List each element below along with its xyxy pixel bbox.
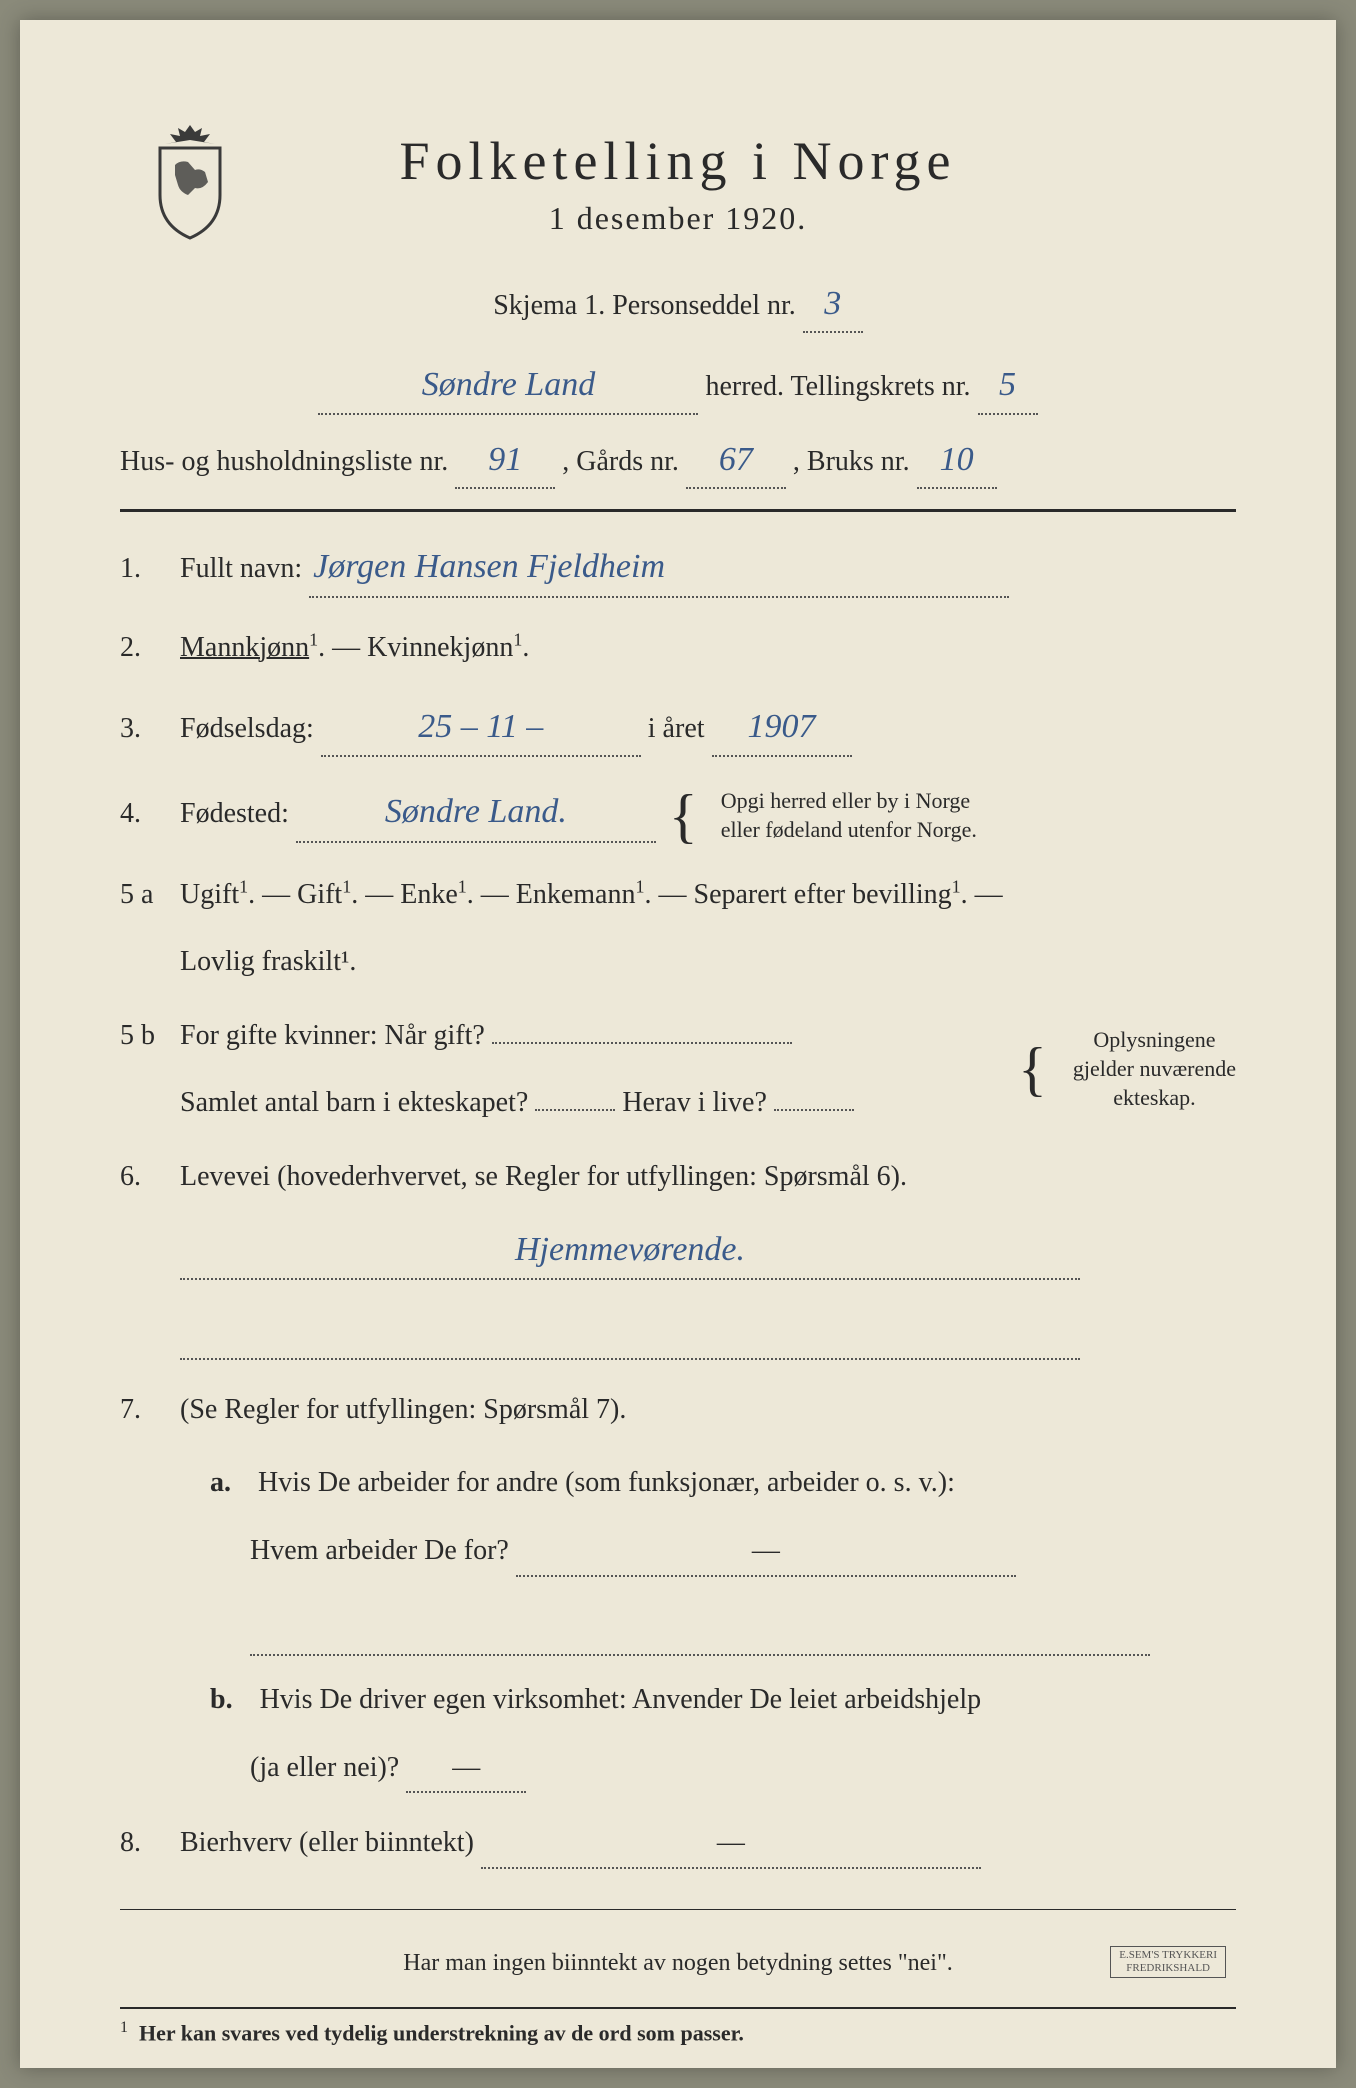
bruks-nr: 10 (917, 433, 997, 489)
q2-num: 2. (120, 624, 180, 672)
printer-mark: E.SEM'S TRYKKERIFREDRIKSHALD (1110, 1946, 1226, 1978)
schema-label: Skjema 1. Personseddel nr. (493, 290, 796, 321)
tellingskrets-nr: 5 (978, 358, 1038, 414)
question-4: 4. Fødested: Søndre Land. { Opgi herred … (120, 783, 1236, 844)
main-title: Folketelling i Norge (120, 130, 1236, 192)
q8-label: Bierhverv (eller biinntekt) (180, 1827, 474, 1858)
q7b-value: — (406, 1744, 526, 1794)
q5b-gift-value (492, 1042, 792, 1044)
q4-note-b: eller fødeland utenfor Norge. (721, 817, 977, 842)
hus-line: Hus- og husholdningsliste nr. 91 , Gårds… (120, 433, 1236, 489)
q1-num: 1. (120, 545, 180, 593)
question-1: 1. Fullt navn: Jørgen Hansen Fjeldheim (120, 538, 1236, 598)
q2-sep: . — Kvinnekjønn (318, 632, 513, 663)
question-7: 7. (Se Regler for utfyllingen: Spørsmål … (120, 1386, 1236, 1434)
q6-label: Levevei (hovederhvervet, se Regler for u… (180, 1161, 907, 1192)
question-8: 8. Bierhverv (eller biinntekt) — (120, 1819, 1236, 1869)
q8-value: — (481, 1819, 981, 1869)
q7a-blank (250, 1607, 1150, 1657)
q2-end: . (522, 632, 529, 663)
birthday-value: 25 – 11 – (321, 698, 641, 758)
subtitle: 1 desember 1920. (120, 200, 1236, 237)
q6-blank-line (180, 1310, 1080, 1360)
q5a-text: Ugift1. — Gift1. — Enke1. — Enkemann1. —… (180, 879, 1003, 910)
personseddel-nr: 3 (803, 277, 863, 333)
hus-nr: 91 (455, 433, 555, 489)
q4-num: 4. (120, 790, 180, 838)
full-name-value: Jørgen Hansen Fjeldheim (309, 538, 1009, 598)
q1-label: Fullt navn: (180, 553, 302, 584)
gards-nr: 67 (686, 433, 786, 489)
q5b-label1: For gifte kvinner: Når gift? (180, 1020, 485, 1051)
question-7a: a. Hvis De arbeider for andre (som funks… (210, 1459, 1236, 1656)
q7a-text1: Hvis De arbeider for andre (som funksjon… (258, 1467, 955, 1498)
question-7b: b. Hvis De driver egen virksomhet: Anven… (210, 1676, 1236, 1793)
q6-num: 6. (120, 1153, 180, 1201)
q4-note: Opgi herred eller by i Norge eller fødel… (721, 787, 977, 844)
schema-line: Skjema 1. Personseddel nr. 3 (120, 277, 1236, 333)
crest-svg (140, 120, 240, 240)
herred-line: Søndre Land herred. Tellingskrets nr. 5 (120, 358, 1236, 414)
q3-label: Fødselsdag: (180, 713, 314, 744)
footnote-text: Her kan svares ved tydelig understreknin… (139, 2020, 744, 2045)
q7b-label: b. (210, 1684, 233, 1715)
q2-male: Mannkjønn (180, 632, 309, 663)
occupation-value: Hjemmevørende. (180, 1221, 1080, 1281)
question-6: 6. Levevei (hovederhvervet, se Regler fo… (120, 1153, 1236, 1360)
footnote: 1 Her kan svares ved tydelig understrekn… (120, 2007, 1236, 2046)
q5b-num: 5 b (120, 1012, 180, 1060)
q5b-label2: Samlet antal barn i ekteskapet? (180, 1087, 528, 1118)
question-5b: 5 b For gifte kvinner: Når gift? Samlet … (120, 1012, 1236, 1127)
q5b-note: Oplysningene gjelder nuværende ekteskap. (1073, 1026, 1236, 1112)
q7a-text2: Hvem arbeider De for? (250, 1535, 509, 1566)
q5b-label3: Herav i live? (622, 1087, 767, 1118)
q5b-note2: gjelder nuværende (1073, 1056, 1236, 1081)
hus-label1: Hus- og husholdningsliste nr. (120, 446, 448, 477)
hus-label3: , Bruks nr. (793, 446, 910, 477)
herred-label: herred. Tellingskrets nr. (705, 371, 970, 402)
q5b-note3: ekteskap. (1113, 1085, 1195, 1110)
title-block: Folketelling i Norge 1 desember 1920. (120, 120, 1236, 237)
question-2: 2. Mannkjønn1. — Kvinnekjønn1. (120, 624, 1236, 672)
q7-num: 7. (120, 1386, 180, 1434)
q5a-num: 5 a (120, 871, 180, 919)
questions-list: 1. Fullt navn: Jørgen Hansen Fjeldheim 2… (120, 538, 1236, 1869)
herred-value: Søndre Land (318, 358, 698, 414)
footer-note: Har man ingen biinntekt av nogen betydni… (120, 1950, 1236, 1977)
q5b-barn-value (535, 1109, 615, 1111)
q3-num: 3. (120, 705, 180, 753)
q4-note-a: Opgi herred eller by i Norge (721, 788, 970, 813)
q7b-text1: Hvis De driver egen virksomhet: Anvender… (260, 1684, 982, 1715)
divider-footer (120, 1909, 1236, 1910)
footnote-num: 1 (120, 2019, 128, 2036)
q4-label: Fødested: (180, 798, 289, 829)
question-3: 3. Fødselsdag: 25 – 11 – i året 1907 (120, 698, 1236, 758)
question-5a: 5 a Ugift1. — Gift1. — Enke1. — Enkemann… (120, 871, 1236, 986)
hus-label2: , Gårds nr. (562, 446, 679, 477)
q7a-value: — (516, 1527, 1016, 1577)
q7a-label: a. (210, 1467, 231, 1498)
q5b-note1: Oplysningene (1093, 1027, 1215, 1052)
birthyear-value: 1907 (712, 698, 852, 758)
q5b-live-value (774, 1109, 854, 1111)
q3-year-label: i året (648, 713, 705, 744)
header-section: Folketelling i Norge 1 desember 1920. (120, 120, 1236, 237)
q7-label: (Se Regler for utfyllingen: Spørsmål 7). (180, 1394, 626, 1425)
q5a-text2: Lovlig fraskilt¹. (180, 938, 356, 986)
q7b-text2: (ja eller nei)? (250, 1752, 399, 1783)
birthplace-value: Søndre Land. (296, 783, 656, 843)
census-form-document: Folketelling i Norge 1 desember 1920. Sk… (20, 20, 1336, 2068)
norway-crest-icon (140, 120, 240, 240)
divider-top (120, 509, 1236, 512)
q8-num: 8. (120, 1819, 180, 1867)
